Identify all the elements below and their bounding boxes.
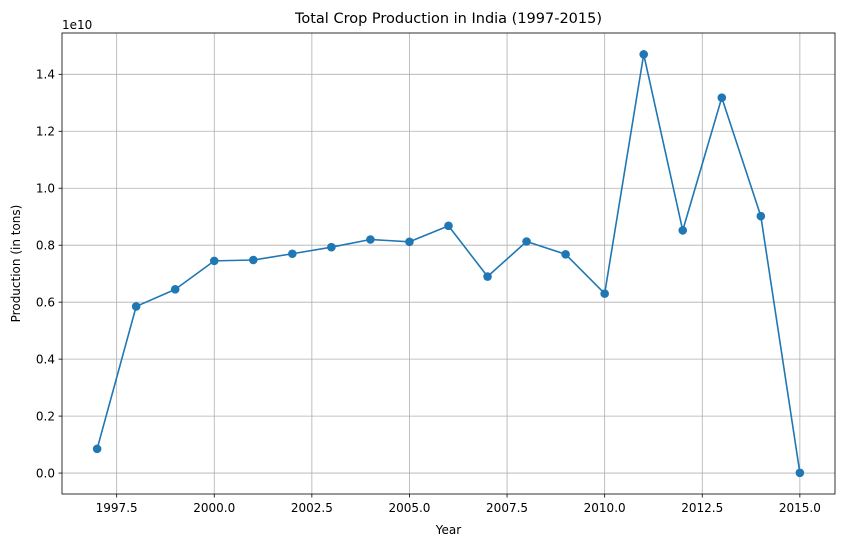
y-axis: 0.0 0.2 0.4 0.6 0.8 1.0 1.2 1.4 (36, 68, 62, 480)
data-point (92, 444, 102, 454)
y-tick-label: 1.2 (36, 125, 55, 139)
data-point (600, 289, 609, 298)
y-tick-label: 0.4 (36, 352, 55, 366)
data-point (678, 226, 688, 235)
y-tick-label: 0.0 (36, 466, 55, 480)
data-point (288, 249, 297, 259)
y-tick-label: 0.8 (36, 238, 55, 252)
x-tick-label: 1997.5 (96, 501, 138, 515)
data-point (170, 285, 180, 294)
x-tick-label: 2007.5 (486, 501, 528, 515)
data-point (756, 211, 766, 221)
data-point (795, 468, 805, 478)
y-axis-offset-label: 1e10 (62, 18, 92, 32)
x-tick-label: 2010.0 (584, 501, 626, 515)
x-tick-label: 2012.5 (681, 501, 723, 515)
data-point (639, 50, 649, 59)
y-tick-label: 0.2 (36, 409, 55, 423)
data-point (209, 256, 219, 266)
x-tick-label: 2015.0 (779, 501, 821, 515)
x-tick-label: 2000.0 (193, 501, 235, 515)
series-line (96, 53, 801, 473)
y-axis-label: Production (in tons) (9, 205, 23, 323)
y-tick-label: 0.6 (36, 295, 55, 309)
data-point (561, 250, 570, 259)
x-tick-label: 2002.5 (291, 501, 333, 515)
series-line-path (96, 53, 801, 473)
data-point (405, 237, 414, 247)
grid (62, 33, 835, 494)
data-point (131, 302, 141, 311)
series-markers (92, 50, 805, 478)
data-point (327, 242, 336, 252)
data-point (522, 237, 531, 246)
y-tick-label: 1.0 (36, 182, 55, 196)
x-tick-label: 2005.0 (388, 501, 430, 515)
x-axis-label: Year (435, 523, 461, 537)
data-point (717, 93, 727, 102)
data-point (483, 272, 492, 281)
plot-frame (61, 32, 836, 495)
data-point (248, 255, 258, 265)
chart-title: Total Crop Production in India (1997-201… (294, 11, 602, 27)
data-point (444, 221, 453, 231)
y-tick-label: 1.4 (36, 68, 55, 82)
data-point (366, 235, 375, 244)
x-axis: 1997.5 2000.0 2002.5 2005.0 2007.5 2010.0 2012… (96, 494, 821, 515)
